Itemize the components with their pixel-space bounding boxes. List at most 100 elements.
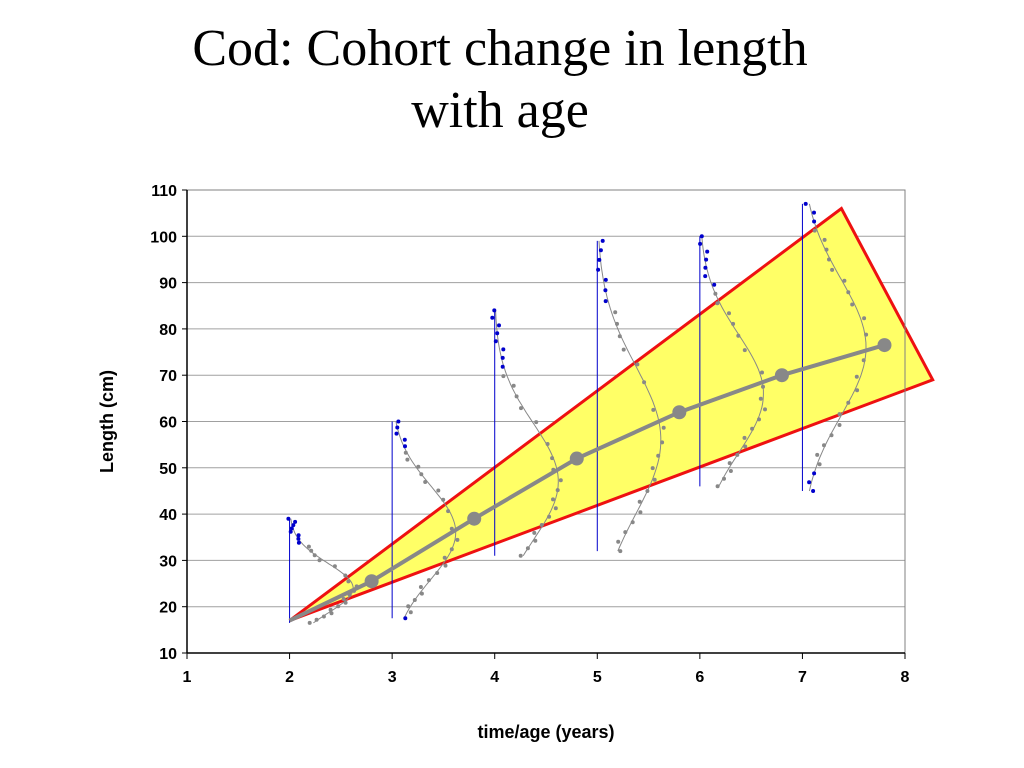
distribution-point (722, 476, 726, 481)
slide-title-line2: with age (411, 82, 589, 139)
distribution-point (443, 563, 448, 568)
distribution-point (532, 530, 537, 535)
distribution-point (846, 400, 851, 405)
distribution-point (736, 333, 741, 338)
y-tick-label: 20 (159, 600, 177, 617)
distribution-point (547, 514, 552, 519)
length-distributions (286, 201, 869, 625)
distribution-curve (701, 236, 764, 487)
y-tick-label: 60 (159, 415, 177, 432)
distribution-point (551, 497, 555, 502)
distribution-point (715, 484, 720, 489)
distribution-point (514, 394, 519, 399)
y-tick-label: 70 (159, 368, 177, 385)
distribution-point (545, 442, 550, 446)
distribution-point (603, 299, 608, 304)
distribution-point (661, 425, 666, 430)
distribution-point (525, 546, 530, 551)
distribution-point (735, 452, 740, 457)
distribution-point (812, 228, 817, 233)
distribution-point (615, 321, 619, 326)
distribution-point (763, 407, 767, 412)
distribution-point (343, 600, 348, 605)
distribution-point (394, 431, 399, 436)
distribution-point (501, 374, 506, 379)
distribution-point (403, 616, 408, 621)
y-tick-label: 80 (159, 322, 177, 339)
distribution-point (435, 571, 440, 575)
y-tick-label: 50 (159, 461, 177, 478)
y-tick-label: 10 (159, 646, 177, 663)
distribution-point (490, 315, 495, 320)
distribution-point (441, 497, 446, 502)
distribution-point (855, 388, 860, 393)
distribution-curve (395, 421, 457, 619)
slide-title: Cod: Cohort change in length with age (0, 18, 1000, 142)
distribution-point (329, 611, 334, 616)
distribution-point (455, 537, 460, 542)
distribution-point (617, 334, 622, 339)
distribution-point (637, 499, 642, 504)
distribution-point (291, 523, 296, 528)
distribution-point (558, 478, 563, 483)
distribution-point (861, 358, 866, 363)
distribution-point (842, 278, 847, 283)
distribution-point (829, 433, 834, 438)
distribution-point (418, 585, 423, 589)
x-tick-label: 3 (388, 669, 397, 686)
distribution-point (824, 247, 829, 252)
distribution-point (436, 488, 441, 493)
distribution-point (743, 444, 748, 449)
distribution-point (600, 238, 605, 243)
cohort-mean-point (364, 574, 379, 589)
distribution-point (597, 257, 602, 262)
distribution-point (727, 311, 731, 316)
x-tick-label: 8 (901, 669, 910, 686)
x-tick-label: 4 (490, 669, 499, 686)
distribution-point (555, 488, 560, 493)
distribution-point (704, 257, 709, 262)
distribution-point (553, 506, 558, 511)
distribution-point (598, 248, 603, 253)
distribution-point (822, 237, 827, 242)
y-tick-label: 110 (151, 183, 177, 200)
distribution-point (296, 540, 301, 545)
distribution-point (864, 332, 869, 337)
distribution-point (623, 530, 628, 535)
distribution-point (534, 420, 539, 425)
distribution-point (293, 519, 298, 524)
distribution-point (613, 310, 618, 315)
distribution-point (731, 321, 736, 326)
distribution-point (761, 384, 765, 389)
distribution-point (518, 553, 523, 558)
distribution-point (519, 406, 523, 411)
distribution-point (321, 614, 326, 619)
distribution-point (715, 301, 720, 306)
distribution-point (652, 477, 657, 482)
x-tick-label: 7 (798, 669, 807, 686)
distribution-point (336, 604, 341, 609)
distribution-point (550, 456, 555, 461)
distribution-point (288, 529, 293, 534)
distribution-point (807, 480, 812, 485)
distribution-age-7 (801, 201, 869, 493)
distribution-point (837, 423, 842, 427)
distribution-point (705, 249, 710, 254)
distribution-point (332, 564, 337, 569)
distribution-point (500, 355, 505, 360)
cohort-mean-point (877, 338, 892, 353)
y-axis-title: Length (cm) (97, 370, 117, 473)
distribution-point (815, 452, 820, 457)
distribution-point (760, 370, 764, 375)
distribution-point (638, 510, 643, 515)
distribution-point (306, 544, 311, 549)
distribution-point (846, 290, 851, 295)
distribution-point (812, 471, 817, 476)
distribution-point (827, 257, 831, 262)
distribution-point (446, 509, 451, 514)
distribution-point (757, 417, 761, 422)
distribution-age-3 (391, 419, 460, 621)
distribution-point (862, 316, 867, 321)
distribution-point (742, 348, 747, 353)
